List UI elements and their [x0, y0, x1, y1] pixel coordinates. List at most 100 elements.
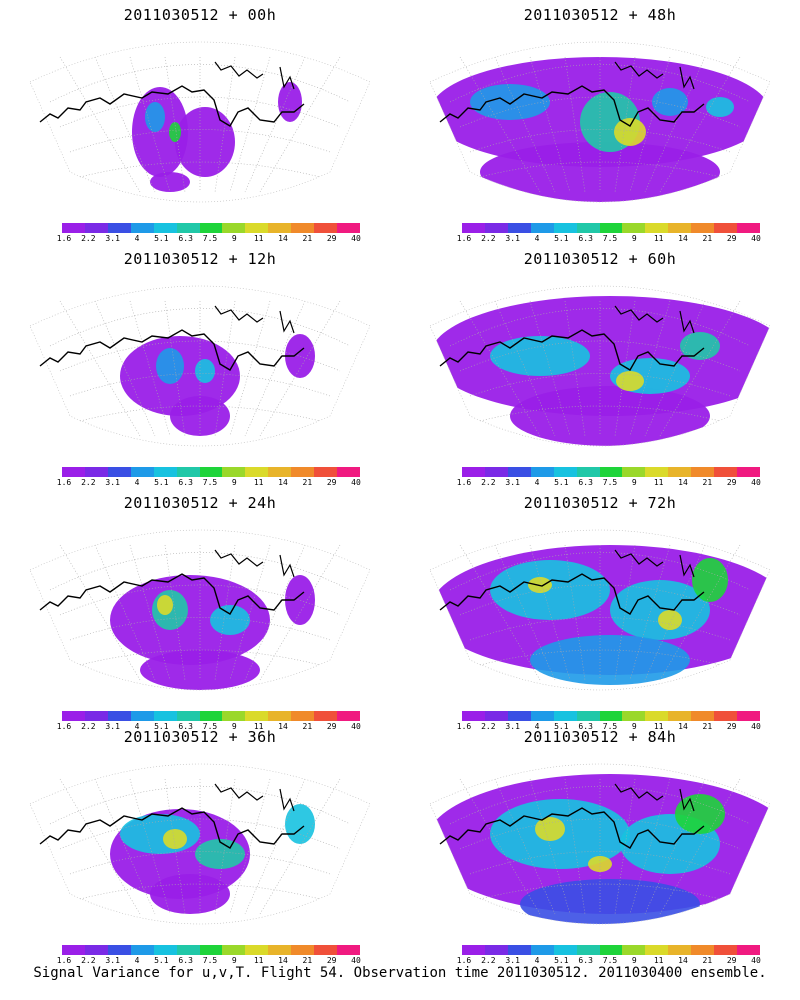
colorbar-label: 4 — [534, 234, 540, 243]
colorbar-label: 1.6 — [456, 478, 472, 487]
latitude-line — [49, 308, 351, 347]
colorbar-label: 11 — [253, 722, 264, 731]
colorbar-label: 7.5 — [602, 956, 618, 965]
graticule — [449, 544, 751, 681]
variance-contour — [110, 575, 270, 665]
colorbar-swatch — [576, 223, 600, 233]
variance-contour — [175, 107, 235, 177]
colorbar-swatch — [484, 945, 508, 955]
colorbar-swatch — [599, 711, 623, 721]
colorbar-label: 7.5 — [602, 722, 618, 731]
colorbar-swatch — [691, 467, 715, 477]
colorbar-label: 9 — [231, 956, 237, 965]
longitude-line — [59, 300, 141, 437]
variance-contour — [285, 575, 315, 625]
colorbar-swatch — [462, 223, 485, 233]
colorbar-swatch — [737, 945, 760, 955]
colorbar-labels: 1.6 2.2 3.1 4 5.1 6.3 7.5 9 11 14 21 29 40 — [57, 478, 361, 488]
longitude-line — [494, 56, 556, 193]
colorbar-label: 5.1 — [554, 956, 569, 965]
variance-contour — [195, 359, 215, 383]
variance-map — [29, 285, 371, 447]
panel-title: 2011030512 + 84h — [523, 728, 677, 746]
colorbar-label: 11 — [253, 956, 264, 965]
variance-field — [132, 82, 302, 192]
colorbar-swatch — [737, 711, 760, 721]
latitude-line — [449, 786, 751, 825]
variance-contour — [145, 102, 165, 132]
latitude-line — [479, 405, 721, 422]
colorbar-label: 29 — [326, 478, 337, 487]
colorbar-label: 29 — [326, 722, 337, 731]
colorbar-label: 9 — [231, 722, 237, 731]
colorbar-swatch — [62, 223, 85, 233]
colorbar-swatch — [530, 223, 554, 233]
island-coastline — [614, 549, 695, 578]
colorbar-swatch — [62, 467, 85, 477]
colorbar-swatch — [222, 711, 246, 721]
island-coastline — [214, 549, 295, 578]
colorbar-swatch — [337, 467, 360, 477]
graticule — [49, 778, 351, 915]
colorbar-label: 5.1 — [154, 478, 169, 487]
colorbar-swatch — [462, 945, 485, 955]
colorbar-swatch — [737, 467, 760, 477]
variance-contour — [156, 348, 184, 384]
coastline — [439, 329, 705, 371]
colorbar-label: 6.3 — [578, 722, 593, 731]
colorbar-swatch — [130, 223, 154, 233]
colorbar-swatch — [314, 223, 338, 233]
colorbar-swatch — [245, 711, 269, 721]
variance-field — [110, 575, 315, 690]
variance-map — [29, 529, 371, 691]
longitude-line — [459, 544, 541, 681]
colorbar-label: 6.3 — [178, 478, 193, 487]
variance-map — [429, 41, 771, 203]
longitude-line — [129, 778, 171, 915]
colorbar-label: 40 — [351, 234, 361, 243]
colorbar — [62, 223, 360, 233]
latitude-line — [479, 883, 721, 900]
colorbar-label: 21 — [702, 722, 713, 731]
colorbar-label: 6.3 — [178, 234, 193, 243]
variance-map — [429, 285, 771, 447]
variance-contour — [285, 804, 315, 844]
longitude-line — [629, 778, 671, 915]
colorbar-label: 9 — [631, 478, 637, 487]
colorbar-swatch — [691, 945, 715, 955]
map-panel-84h: 2011030512 + 84h 1.6 2.2 3.1 4 5.1 6.3 7.5 9 11 1… — [400, 722, 800, 965]
longitude-line — [244, 300, 306, 437]
colorbar-swatch — [668, 711, 692, 721]
variance-contour — [658, 610, 682, 630]
colorbar-label: 2.2 — [481, 722, 496, 731]
colorbar-label: 4 — [134, 722, 140, 731]
colorbar-swatch — [507, 945, 531, 955]
colorbar-swatch — [176, 711, 200, 721]
colorbar-label: 29 — [726, 478, 737, 487]
colorbar-labels: 1.6 2.2 3.1 4 5.1 6.3 7.5 9 11 14 21 29 40 — [457, 722, 761, 732]
longitude-line — [59, 56, 141, 193]
colorbar-swatch — [622, 467, 646, 477]
colorbar-label: 14 — [278, 234, 288, 243]
colorbar-label: 7.5 — [602, 234, 618, 243]
colorbar-swatch — [245, 945, 269, 955]
map-panel-00h: 2011030512 + 00h 1.6 2.2 3.1 4 5.1 6.3 7.5 9 11 1… — [0, 0, 400, 243]
colorbar-labels: 1.6 2.2 3.1 4 5.1 6.3 7.5 9 11 14 21 29 40 — [456, 478, 761, 488]
island-coastline — [614, 61, 695, 90]
variance-contour — [652, 88, 688, 116]
longitude-line — [229, 300, 271, 437]
longitude-line — [129, 300, 171, 437]
colorbar-label: 2.2 — [81, 722, 96, 731]
colorbar-label: 5.1 — [554, 478, 569, 487]
map-panel-48h: 2011030512 + 48h 1.6 2.2 3.1 4 5.1 6.3 7.5 9 11 1… — [400, 0, 800, 243]
colorbar-swatch — [291, 223, 315, 233]
colorbar-label: 3.1 — [105, 722, 120, 731]
colorbar-swatch — [484, 711, 508, 721]
longitude-line — [259, 544, 341, 681]
longitude-line — [529, 56, 571, 193]
colorbar-swatch — [576, 945, 600, 955]
colorbar-swatch — [484, 467, 508, 477]
colorbar-swatch — [553, 223, 577, 233]
colorbar-swatch — [245, 467, 269, 477]
colorbar-swatch — [176, 467, 200, 477]
